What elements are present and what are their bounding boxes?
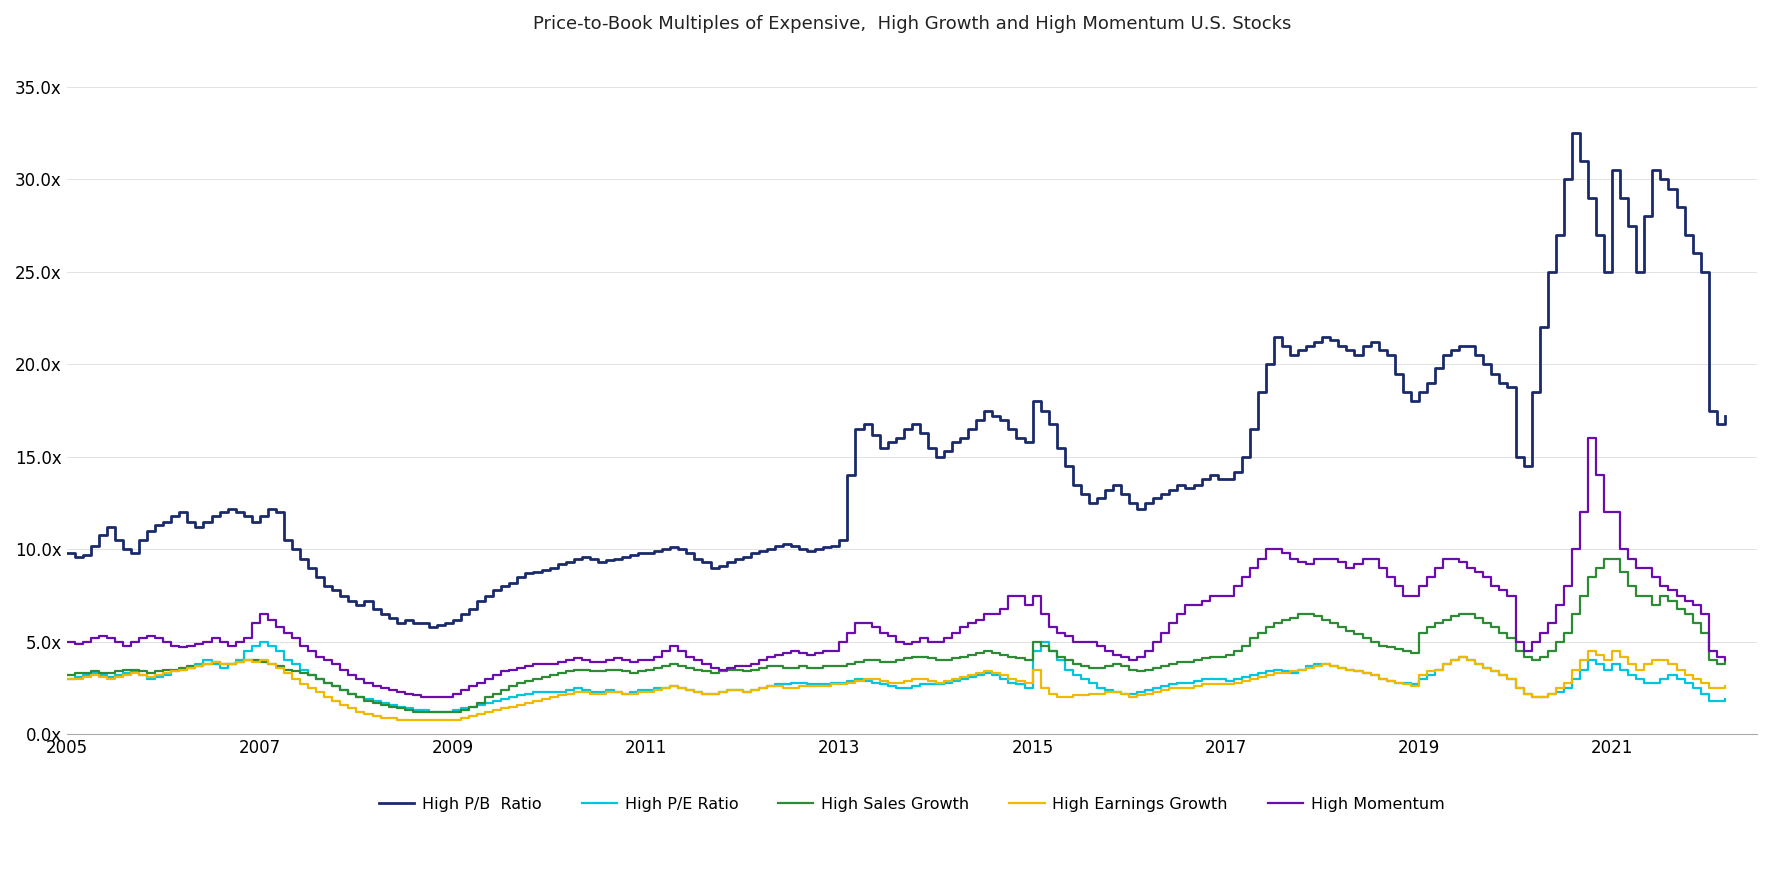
High Sales Growth [1593, 553, 1614, 563]
High P/B  Ratio [1425, 362, 1446, 373]
Legend: High P/B  Ratio, High P/E Ratio, High Sales Growth, High Earnings Growth, High M: High P/B Ratio, High P/E Ratio, High Sal… [372, 790, 1451, 818]
High Momentum [1577, 433, 1598, 444]
Line: High Earnings Growth: High Earnings Growth [67, 651, 1724, 719]
High Sales Growth [57, 670, 78, 680]
High P/B  Ratio [1714, 411, 1735, 422]
High Sales Growth [1111, 661, 1132, 672]
High P/B  Ratio [418, 622, 439, 633]
High Earnings Growth [386, 714, 408, 725]
High P/B  Ratio [523, 566, 544, 577]
Line: High P/B  Ratio: High P/B Ratio [67, 133, 1724, 627]
High Momentum [1602, 507, 1623, 517]
High Momentum [409, 692, 431, 703]
High P/E Ratio [1327, 663, 1348, 673]
Line: High P/E Ratio: High P/E Ratio [67, 641, 1724, 712]
High P/E Ratio [1432, 658, 1453, 669]
High P/B  Ratio [1111, 488, 1132, 499]
High Sales Growth [1602, 553, 1623, 563]
High Sales Growth [1320, 618, 1341, 629]
High Momentum [1111, 651, 1132, 662]
High Earnings Growth [1448, 651, 1469, 662]
High Sales Growth [1448, 609, 1469, 619]
Title: Price-to-Book Multiples of Expensive,  High Growth and High Momentum U.S. Stocks: Price-to-Book Multiples of Expensive, Hi… [533, 15, 1292, 33]
High Earnings Growth [57, 673, 78, 684]
High Sales Growth [523, 673, 544, 684]
High Momentum [57, 636, 78, 647]
High P/B  Ratio [1602, 165, 1623, 175]
High Momentum [523, 658, 544, 669]
High Earnings Growth [1425, 664, 1446, 675]
High P/E Ratio [57, 673, 78, 684]
High Momentum [1425, 563, 1446, 573]
High P/B  Ratio [1320, 335, 1341, 346]
High P/E Ratio [418, 707, 439, 718]
High P/E Ratio [1118, 688, 1139, 699]
High P/B  Ratio [57, 548, 78, 558]
High P/E Ratio [1602, 658, 1623, 669]
High P/E Ratio [1457, 655, 1478, 665]
Line: High Momentum: High Momentum [67, 439, 1724, 697]
High Momentum [1714, 655, 1735, 665]
High Earnings Growth [1111, 688, 1132, 699]
High Sales Growth [402, 707, 424, 718]
High P/B  Ratio [1448, 340, 1469, 351]
High P/B  Ratio [1561, 128, 1582, 138]
High P/E Ratio [532, 687, 553, 697]
High Sales Growth [1714, 657, 1735, 667]
High Earnings Growth [523, 696, 544, 706]
High Earnings Growth [1714, 681, 1735, 692]
High Earnings Growth [1602, 646, 1623, 657]
High Sales Growth [1425, 618, 1446, 629]
High Earnings Growth [1320, 661, 1341, 672]
High P/E Ratio [1714, 694, 1735, 704]
High P/E Ratio [250, 636, 271, 647]
High Earnings Growth [1577, 646, 1598, 657]
Line: High Sales Growth: High Sales Growth [67, 558, 1724, 712]
High Momentum [1448, 557, 1469, 568]
High Momentum [1320, 553, 1341, 563]
